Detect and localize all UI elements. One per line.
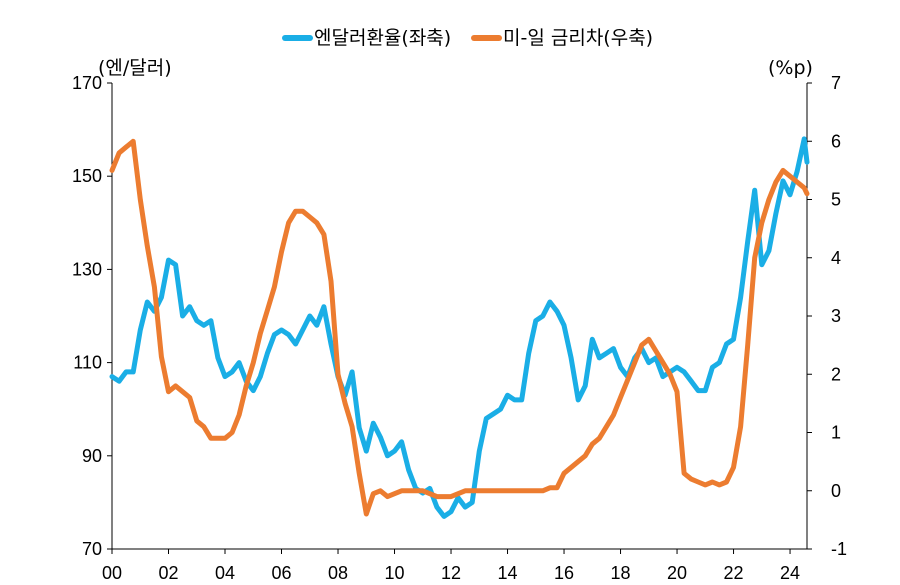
x-axis-tick-label: 18 xyxy=(611,563,631,583)
x-axis-tick-label: 16 xyxy=(554,563,574,583)
left-axis-unit-label: (엔/달러) xyxy=(98,57,172,79)
right-axis-unit-label: (%p) xyxy=(768,57,813,79)
x-axis-tick-label: 24 xyxy=(780,563,800,583)
x-axis-tick-label: 10 xyxy=(385,563,405,583)
right-axis-tick-label: 4 xyxy=(831,248,841,268)
x-axis-tick-label: 20 xyxy=(667,563,687,583)
series-line-yen-dollar xyxy=(109,136,810,519)
x-axis-tick-label: 14 xyxy=(498,563,518,583)
left-axis-tick-label: 70 xyxy=(82,539,102,559)
left-axis-tick-label: 110 xyxy=(73,353,102,373)
legend-label-yen-dollar: 엔달러환율(좌축) xyxy=(314,27,451,49)
left-axis-tick-label: 130 xyxy=(72,259,102,279)
x-axis-tick-label: 02 xyxy=(158,563,178,583)
right-axis-tick-label: -1 xyxy=(831,539,847,559)
x-axis-tick-label: 08 xyxy=(328,563,348,583)
right-axis-tick-label: 2 xyxy=(831,364,841,384)
left-axis-tick-label: 150 xyxy=(72,166,102,186)
x-axis-tick-label: 22 xyxy=(724,563,744,583)
right-axis-tick-label: 1 xyxy=(831,423,841,443)
series-line-rate-gap xyxy=(109,138,810,517)
left-axis-tick-label: 90 xyxy=(82,446,102,466)
left-axis-tick-label: 170 xyxy=(72,73,102,93)
legend-label-rate-gap: 미-일 금리차(우축) xyxy=(503,27,653,49)
right-axis-tick-label: 7 xyxy=(831,73,841,93)
series-lines xyxy=(109,136,810,519)
x-axis-tick-label: 12 xyxy=(441,563,461,583)
right-axis-tick-label: 5 xyxy=(831,190,841,210)
x-axis-tick-label: 04 xyxy=(215,563,235,583)
right-axis-tick-label: 0 xyxy=(831,481,841,501)
x-axis-tick-label: 00 xyxy=(102,563,122,583)
x-axis-tick-label: 06 xyxy=(271,563,291,583)
right-axis-tick-label: 3 xyxy=(831,306,841,326)
right-axis-tick-label: 6 xyxy=(831,131,841,151)
legend: 엔달러환율(좌축) 미-일 금리차(우축) xyxy=(282,27,653,49)
